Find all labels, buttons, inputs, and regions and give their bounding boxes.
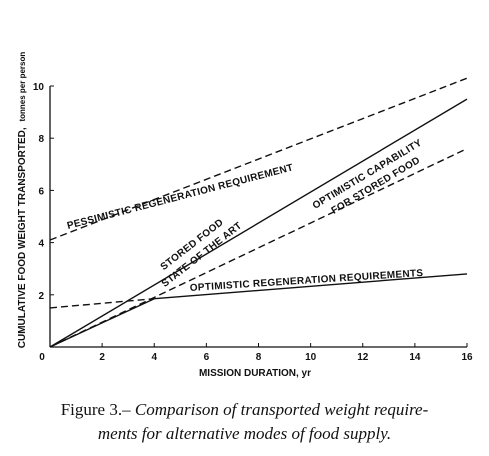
caption-figure-label: Figure 3. <box>60 400 123 419</box>
x-tick-label: 6 <box>204 352 210 363</box>
y-axis-title-main: CUMULATIVE FOOD WEIGHT TRANSPORTED, <box>17 127 28 348</box>
x-tick-label: 4 <box>151 352 157 363</box>
series-line-5 <box>49 298 155 309</box>
series-line-2 <box>49 98 468 348</box>
chart: 0 2 4 6 8 10 12 14 16 2 4 6 8 10 MISSION DURATION, yr… <box>17 52 473 379</box>
y-axis-title-unit: tonnes per person <box>18 52 27 122</box>
caption-text-2: ments for alternative modes of food supp… <box>97 424 392 443</box>
ticks: 0 2 4 6 8 10 12 14 16 2 4 6 8 10 <box>33 82 473 363</box>
series-lines <box>49 77 468 348</box>
y-tick-label: 6 <box>38 186 44 197</box>
y-tick-label: 2 <box>38 291 44 302</box>
caption-text-1: Comparison of transported weight require… <box>134 400 429 419</box>
annotation-stored-food: STORED FOOD STATE OF THE ART <box>151 209 244 289</box>
figure-caption: Figure 3.– Comparison of transported wei… <box>0 398 489 446</box>
origin-label: 0 <box>39 352 45 363</box>
caption-line-1: Figure 3.– Comparison of transported wei… <box>0 398 489 422</box>
svg-text:CUMULATIVE FOOD WEIGHT TRANSPO: CUMULATIVE FOOD WEIGHT TRANSPORTED, tonn… <box>17 52 28 349</box>
y-axis-title: CUMULATIVE FOOD WEIGHT TRANSPORTED, tonn… <box>17 52 28 349</box>
x-tick-label: 10 <box>305 352 317 363</box>
x-tick-label: 8 <box>256 352 262 363</box>
x-tick-label: 12 <box>357 352 369 363</box>
y-tick-label: 8 <box>38 134 44 145</box>
x-tick-label: 16 <box>461 352 473 363</box>
x-tick-label: 2 <box>99 352 105 363</box>
caption-line-2: ments for alternative modes of food supp… <box>0 422 489 446</box>
caption-dash: – <box>122 400 131 419</box>
y-tick-label: 10 <box>33 82 45 93</box>
series-line-1 <box>49 77 468 241</box>
x-tick-label: 14 <box>409 352 421 363</box>
annotation-optimistic-capability: OPTIMISTIC CAPABILITY FOR STORED FOOD <box>311 136 434 224</box>
x-axis-title: MISSION DURATION, yr <box>199 368 311 379</box>
y-tick-label: 4 <box>38 239 44 250</box>
annotation-optimistic-regeneration: OPTIMISTIC REGENERATION REQUIREMENTS <box>189 268 423 294</box>
annotation-optimistic-capability-line1: OPTIMISTIC CAPABILITY <box>311 138 424 212</box>
